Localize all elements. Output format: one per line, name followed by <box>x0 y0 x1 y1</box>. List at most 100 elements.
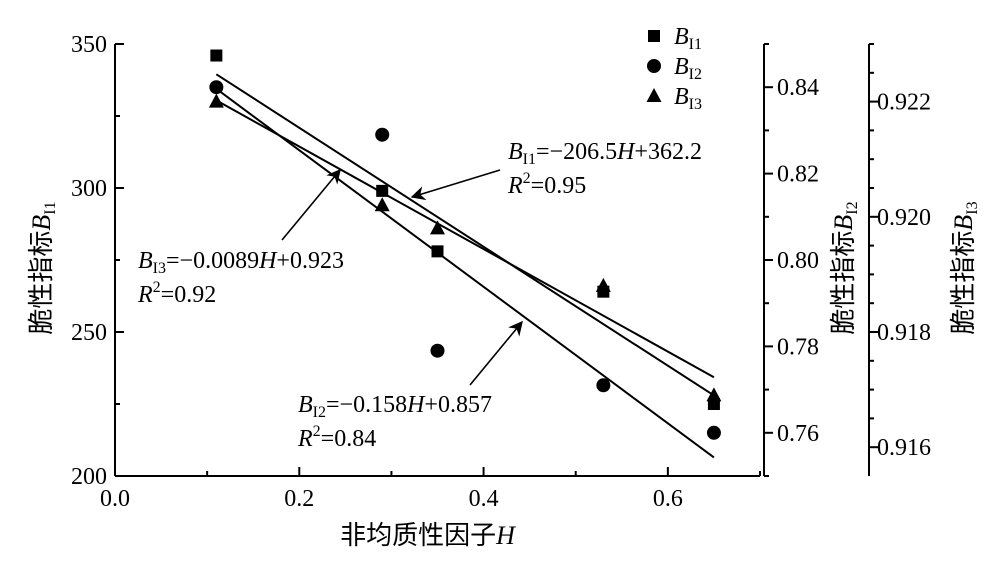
eq-var-b: B <box>508 139 523 165</box>
annotation-arrows <box>281 168 523 386</box>
r2-value: =0.95 <box>531 173 587 199</box>
y2-tick-label: 0.78 <box>777 334 819 360</box>
eq-intercept: +0.857 <box>424 392 492 418</box>
arrow-I2 <box>469 320 523 386</box>
eq-coef: =−0.0089 <box>166 248 259 274</box>
axes: 0.0 0.2 0.4 0.6 200 250 300 350 0.76 0.78 0.80 0.82… <box>27 32 981 550</box>
data-point-I3 <box>706 387 722 402</box>
equation-I2: BI2=−0.158H+0.857 <box>298 392 492 421</box>
eq-intercept: +362.2 <box>634 139 702 165</box>
legend-sub: I1 <box>689 36 702 53</box>
legend-marker-I1 <box>648 30 660 42</box>
eq-sub: I1 <box>523 151 536 168</box>
y1-tick-label: 250 <box>71 320 107 346</box>
y1-tick-label: 200 <box>71 464 107 490</box>
y2-tick-label: 0.82 <box>777 162 819 188</box>
y2-axis-label-sub: I2 <box>844 201 861 214</box>
y1-axis-label-var: B <box>27 215 56 231</box>
data-point-I2 <box>375 127 390 142</box>
legend-name: B <box>674 84 689 110</box>
data-point-I1 <box>376 184 389 197</box>
r2-sup: 2 <box>523 170 531 187</box>
r2-I1: R2=0.95 <box>507 170 586 199</box>
legend-marker-I3 <box>646 88 662 102</box>
fit-lines <box>215 73 715 459</box>
legend-sub: I3 <box>689 96 702 113</box>
y3-axis-label-text: 脆性指标 <box>949 231 978 335</box>
eq-sub: I2 <box>313 404 326 421</box>
y2-axis-label-text: 脆性指标 <box>829 231 858 335</box>
equation-I1: BI1=−206.5H+362.2 <box>508 139 702 168</box>
legend-name: B <box>674 54 689 80</box>
x-axis-label-var: H <box>495 521 516 550</box>
legend-entry-I3: BI3 <box>674 84 702 113</box>
fit-line-I2 <box>215 88 715 459</box>
x-tick-label: 0.2 <box>284 486 314 512</box>
fit-line-I3 <box>215 99 715 379</box>
eq-var-b: B <box>298 392 313 418</box>
data-point-I3 <box>208 93 224 108</box>
y3-tick-label: 0.920 <box>877 205 931 231</box>
y3-tick-label: 0.918 <box>877 320 931 346</box>
y2-tick-label: 0.76 <box>777 421 819 447</box>
x-axis-label: 非均质性因子H <box>340 521 516 550</box>
y2-axis-label-var: B <box>829 215 858 231</box>
y2-axis-label: 脆性指标BI2 <box>829 201 861 334</box>
x-axis-label-text: 非均质性因子 <box>340 521 496 550</box>
legend-marker-I2 <box>647 59 661 73</box>
legend-sub: I2 <box>689 66 702 83</box>
y2-tick-label: 0.80 <box>777 248 819 274</box>
legend-entry-I2: BI2 <box>674 54 702 83</box>
data-point-I2 <box>706 425 721 440</box>
y1-axis-label: 脆性指标BI1 <box>27 201 59 334</box>
eq-coef: =−206.5 <box>536 139 617 165</box>
data-point-I2 <box>209 80 224 95</box>
data-point-I1 <box>210 49 223 62</box>
y3-tick-label: 0.922 <box>877 90 931 116</box>
r2-I2: R2=0.84 <box>297 423 376 452</box>
equation-labels: BI1=−206.5H+362.2R2=0.95BI2=−0.158H+0.85… <box>137 139 702 452</box>
y1-axis-label-sub: I1 <box>42 201 59 214</box>
eq-var-h: H <box>616 139 636 165</box>
fit-line-I1 <box>215 73 715 397</box>
x-tick-label: 0.0 <box>100 486 130 512</box>
r2-value: =0.92 <box>161 282 217 308</box>
arrow-I3 <box>281 168 341 241</box>
eq-intercept: +0.923 <box>276 248 344 274</box>
y3-axis-label-sub: I3 <box>964 201 981 214</box>
eq-coef: =−0.158 <box>326 392 407 418</box>
x-tick-label: 0.6 <box>653 486 683 512</box>
x-tick-label: 0.4 <box>469 486 499 512</box>
legend-name: B <box>674 24 689 50</box>
data-point-I2 <box>430 343 445 358</box>
eq-var-b: B <box>138 248 153 274</box>
eq-var-h: H <box>406 392 426 418</box>
y1-axis-label-text: 脆性指标 <box>27 231 56 335</box>
y3-axis-label-var: B <box>949 215 978 231</box>
data-points <box>208 49 722 440</box>
r2-letter: R <box>507 173 523 199</box>
y1-tick-label: 300 <box>71 176 107 202</box>
arrow-I1 <box>410 169 501 201</box>
r2-value: =0.84 <box>321 426 377 452</box>
y2-tick-label: 0.84 <box>777 75 819 101</box>
eq-sub: I3 <box>153 260 166 277</box>
data-point-I3 <box>595 277 611 292</box>
equation-I3: BI3=−0.0089H+0.923 <box>138 248 344 277</box>
legend-entry-I1: BI1 <box>674 24 702 53</box>
r2-sup: 2 <box>313 423 321 440</box>
eq-var-h: H <box>258 248 278 274</box>
y3-tick-label: 0.916 <box>877 435 931 461</box>
data-point-I3 <box>430 220 445 235</box>
data-point-I2 <box>596 378 611 393</box>
y1-tick-label: 350 <box>71 32 107 58</box>
y3-axis-label: 脆性指标BI3 <box>949 201 981 334</box>
r2-letter: R <box>137 282 153 308</box>
data-point-I1 <box>431 245 444 258</box>
r2-letter: R <box>297 426 313 452</box>
r2-sup: 2 <box>153 279 161 296</box>
data-point-I3 <box>374 197 390 212</box>
r2-I3: R2=0.92 <box>137 279 216 308</box>
